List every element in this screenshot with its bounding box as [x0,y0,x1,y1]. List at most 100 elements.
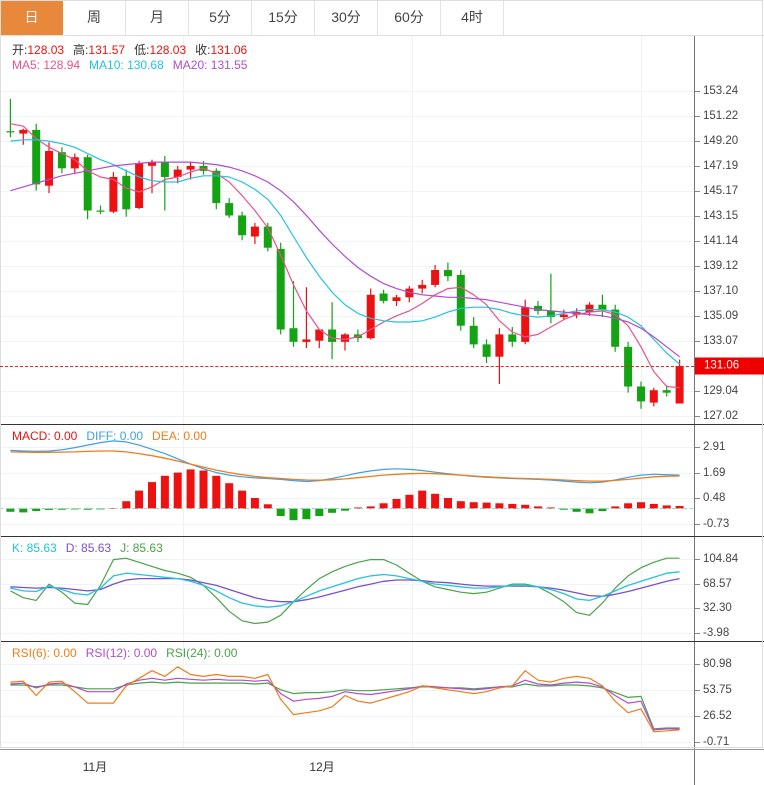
bar [444,498,452,509]
gridline-h [0,416,694,417]
rsi-panel[interactable]: RSI(6): 0.00 RSI(12): 0.00 RSI(24): 0.00 8… [0,642,764,749]
axis-tick [695,447,700,448]
x-axis: 11月 12月 [0,749,764,785]
bar [598,508,607,512]
bar [160,162,169,177]
gridline-h [0,241,694,242]
tab-week[interactable]: 周 [63,0,126,35]
chart-area[interactable]: 开:128.03 高:131.57 低:128.03 收:131.06 MA5: 12… [0,36,764,785]
bar [22,128,24,145]
axis-tick-label: 133.07 [703,335,739,347]
bar [611,506,620,509]
axis-tick-label: 68.57 [703,577,732,590]
bar [649,390,658,403]
kdj-legend: K: 85.63 D: 85.63 J: 85.63 [12,541,172,555]
gridline-v [183,537,184,641]
series-line [10,677,680,731]
gridline-h [0,216,694,217]
gridline-v [183,425,184,536]
axis-tick-label: 145.17 [703,185,739,197]
price-plot[interactable] [0,36,694,424]
tab-30min[interactable]: 30分 [315,0,378,35]
bar [212,170,221,203]
bar [662,505,671,509]
bar [315,329,324,341]
bar [9,98,11,138]
axis-tick [695,241,700,242]
series-line [10,577,680,603]
bar [148,482,156,509]
bar [289,328,298,342]
bar [315,508,324,516]
axis-tick [695,633,700,634]
gridline-v [412,642,413,749]
bar [585,508,594,514]
gridline-v [641,36,642,424]
kdj-plot[interactable] [0,537,694,641]
tab-month[interactable]: 月 [126,0,189,35]
bar [675,365,684,404]
rsi-legend: RSI(6): 0.00 RSI(12): 0.00 RSI(24): 0.00 [12,646,246,660]
bar [164,156,166,211]
tab-60min[interactable]: 60分 [378,0,441,35]
gridline-h [0,91,694,92]
axis-tick-label: 143.15 [703,210,739,222]
bar [405,494,414,509]
bar [624,503,633,509]
gridline-h [0,742,694,743]
macd-legend: MACD: 0.00 DIFF: 0.00 DEA: 0.00 [12,429,216,443]
gridline-v [412,36,413,424]
series-line [10,666,680,733]
legend-item: DIFF: 0.00 [86,429,144,443]
axis-tick [695,191,700,192]
axis-tick-label: 80.98 [703,658,732,670]
tab-5min[interactable]: 5分 [189,0,252,35]
axis-tick [695,498,700,500]
bar [6,131,15,133]
bar [508,334,517,342]
axis-tick-label: 147.19 [703,160,739,172]
bar [45,151,53,186]
bar [662,390,671,393]
tab-4hour-label: 4时 [461,9,483,25]
bar [148,162,156,166]
bar [521,307,530,342]
kdj-panel[interactable]: K: 85.63 D: 85.63 J: 85.63 104.84 68.57 32.3… [0,537,764,641]
bar [135,490,144,509]
bar [392,297,401,301]
bar [45,508,53,510]
axis-tick-label: 53.75 [703,684,732,696]
macd-plot[interactable] [0,425,694,536]
bar [151,159,153,194]
series-line [10,139,680,365]
rsi-plot[interactable] [0,642,694,749]
bar [122,501,131,509]
bar [250,498,259,509]
tab-4hour[interactable]: 4时 [441,0,504,35]
bar [160,475,169,509]
bar [572,508,581,512]
current-price-flag: 131.06 [695,357,764,375]
bar [305,287,307,348]
bar [263,226,272,248]
series-line [10,450,680,482]
bar [135,163,144,208]
axis-tick-label: 149.20 [703,135,739,147]
macd-panel[interactable]: MACD: 0.00 DIFF: 0.00 DEA: 0.00 2.91 1.69 0.… [0,425,764,536]
legend-item: MA10: 130.68 [89,58,164,72]
plot-svg [10,666,680,733]
x-axis-label: 12月 [309,760,335,774]
bar [344,333,346,351]
price-panel[interactable]: 开:128.03 高:131.57 低:128.03 收:131.06 MA5: 12… [0,36,764,424]
bar [225,483,234,509]
legend-item: RSI(12): 0.00 [85,646,158,660]
ma-legend: MA5: 128.94 MA10: 130.68 MA20: 131.55 [12,58,256,72]
bar [508,503,517,509]
axis-tick [695,524,700,525]
legend-item: MA20: 131.55 [172,58,248,72]
x-axis-right-gutter [694,750,764,785]
bar [456,501,465,509]
tab-day[interactable]: 日 [0,0,63,35]
tab-15min[interactable]: 15分 [252,0,315,35]
bar [418,490,427,509]
